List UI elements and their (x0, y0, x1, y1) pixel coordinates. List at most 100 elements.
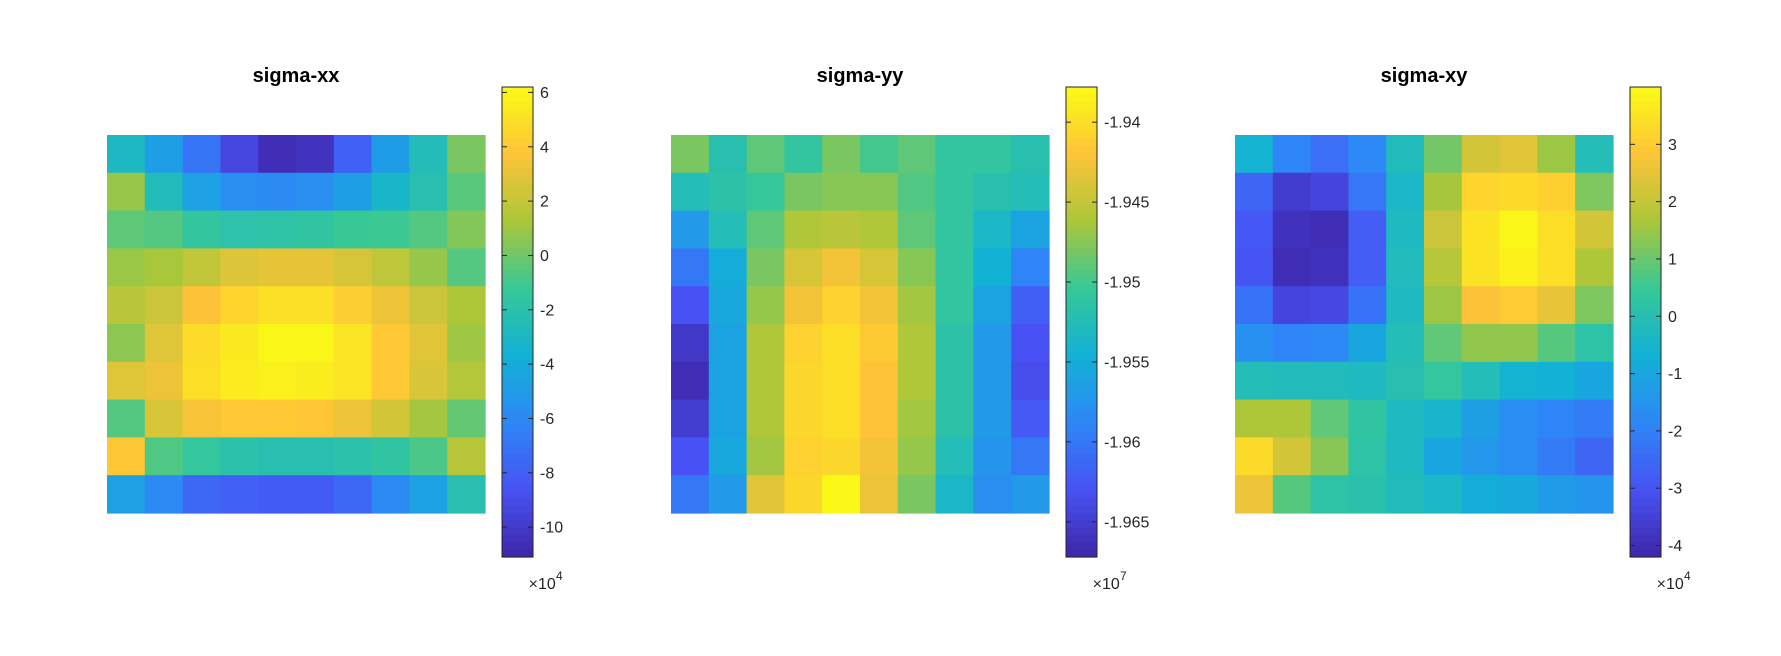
colorbar-segment (1066, 204, 1097, 213)
colorbar-segment (1630, 366, 1661, 374)
colorbar-segment (1066, 314, 1097, 323)
colorbar-segment (1066, 116, 1097, 125)
heatmap-cell (1499, 172, 1538, 212)
colorbar-segment (502, 520, 533, 529)
heatmap-cell (935, 324, 974, 363)
heatmap-cell (1537, 399, 1576, 438)
heatmap-cell (897, 172, 937, 212)
colorbar-segment (502, 292, 533, 301)
colorbar-segment (1630, 432, 1661, 441)
heatmap-cell (1461, 475, 1501, 514)
heatmap-cell (746, 475, 785, 514)
heatmap-cell (333, 135, 373, 174)
colorbar-segment (1630, 109, 1661, 117)
heatmap-cell (935, 210, 974, 249)
heatmap-cell (1310, 324, 1349, 363)
heatmap-cell (1011, 248, 1050, 287)
heatmap-cell (371, 475, 410, 514)
heatmap-cell (1011, 172, 1050, 212)
heatmap-cell (1499, 437, 1538, 476)
heatmap-cell (1386, 324, 1425, 363)
colorbar-segment (1630, 292, 1661, 301)
colorbar-segment (1066, 344, 1097, 352)
colorbar-tick-label: -1.95 (1104, 275, 1141, 292)
heatmap-cell (822, 324, 861, 363)
heatmap-cell (671, 248, 710, 287)
heatmap-cell (1235, 286, 1274, 325)
heatmap-cell (409, 399, 448, 438)
colorbar-segment (502, 204, 533, 213)
heatmap-cell (1499, 361, 1538, 401)
heatmap-cell (447, 399, 486, 438)
heatmap-cell (107, 437, 146, 476)
colorbar-segment (1066, 446, 1097, 455)
heatmap-cell (144, 210, 184, 249)
heatmap-cell (784, 361, 823, 401)
heatmap-cell (860, 135, 899, 174)
title-sigma-yy: sigma-yy (817, 65, 905, 87)
heatmap-cell (897, 475, 937, 514)
colorbar-segment (1630, 123, 1661, 132)
heatmap-cell (1537, 172, 1576, 212)
heatmap-cell (708, 210, 748, 249)
heatmap-cell (1461, 286, 1501, 325)
colorbar-segment (1066, 197, 1097, 206)
heatmap-cell (1272, 286, 1312, 325)
colorbar-segment (502, 101, 533, 110)
heatmap-cell (144, 361, 184, 401)
heatmap-cell (409, 324, 448, 363)
heatmap-cell (1310, 172, 1349, 212)
heatmap-cell (258, 248, 297, 287)
colorbar-segment (502, 490, 533, 499)
colorbar-segment (502, 182, 533, 191)
colorbar-segment (1066, 131, 1097, 139)
heatmap-cell (935, 172, 974, 212)
heatmap-cell (746, 135, 785, 174)
heatmap-cell (1011, 475, 1050, 514)
colorbar-segment (502, 461, 533, 470)
heatmap-cell (107, 135, 146, 174)
colorbar-segment (1630, 153, 1661, 162)
colorbar-segment (1630, 336, 1661, 345)
colorbar-segment (502, 248, 533, 257)
colorbar-segment (502, 307, 533, 316)
heatmap-cell (1461, 135, 1501, 174)
colorbar-segment (1630, 512, 1661, 521)
colorbar-segment (1630, 424, 1661, 433)
heatmap-cell (1424, 399, 1463, 438)
colorbar-tick-label: -1 (1668, 366, 1682, 383)
colorbar-segment (502, 483, 533, 492)
heatmap-cell (1386, 286, 1425, 325)
colorbar-segment (1630, 542, 1661, 551)
colorbar-segment (1066, 160, 1097, 169)
heatmap-cell (1235, 399, 1274, 438)
heatmap-cell (1348, 248, 1387, 287)
colorbar-tick-label: 2 (540, 194, 549, 211)
heatmap-cell (671, 210, 710, 249)
colorbar-segment (502, 277, 533, 286)
colorbar-segment (502, 116, 533, 125)
colorbar-segment (502, 145, 533, 154)
title-sigma-xy: sigma-xy (1381, 65, 1469, 87)
title-sigma-xx: sigma-xx (253, 65, 340, 87)
heatmap-cell (822, 248, 861, 287)
colorbar-segment (502, 549, 533, 558)
heatmap-cell (784, 172, 823, 212)
heatmap-cell (860, 248, 899, 287)
colorbar-segment (1066, 366, 1097, 374)
heatmap-cell (182, 361, 221, 401)
heatmap-cell (822, 437, 861, 476)
heatmap-cell (1272, 324, 1312, 363)
heatmap-cell (1537, 286, 1576, 325)
colorbar-segment (1630, 182, 1661, 191)
colorbar-segment (1066, 336, 1097, 345)
colorbar-segment (502, 189, 533, 198)
heatmap-cell (784, 210, 823, 249)
colorbar-segment (1066, 94, 1097, 103)
heatmap-cell (784, 135, 823, 174)
colorbar-tick-label: 2 (1668, 194, 1677, 211)
colorbar-segment (1630, 277, 1661, 286)
colorbar-segment (502, 505, 533, 514)
colorbar-segment (1066, 109, 1097, 117)
